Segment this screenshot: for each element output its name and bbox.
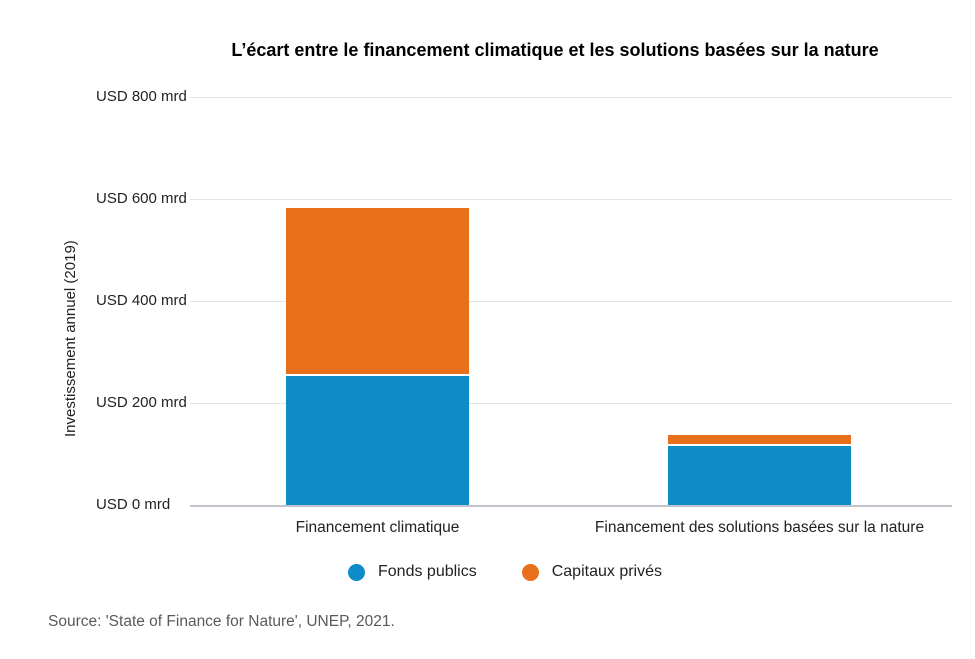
gridline [190,97,952,98]
legend-item: Fonds publics [348,563,477,581]
legend-item: Capitaux privés [521,563,662,581]
gridline [190,199,952,200]
legend-dot-icon [521,563,539,581]
x-axis-line [190,505,952,507]
y-tick-label: USD 600 mrd [96,190,187,208]
bar-segment [668,446,851,505]
y-tick-label: USD 800 mrd [96,88,187,106]
chart-legend: Fonds publics Capitaux privés [35,558,975,586]
gridline [190,301,952,302]
legend-dot-icon [348,563,365,581]
bar-segment [286,207,469,374]
bar-financement-nature [668,435,851,505]
y-tick-label: USD 400 mrd [96,292,187,310]
plot-area: USD 0 mrd USD 200 mrd USD 400 mrd USD 600 m… [96,88,952,536]
x-category-label: Financement climatique [295,519,460,536]
source-note: Source: 'State of Finance for Nature', U… [48,613,395,630]
legend-label: Fonds publics [378,563,477,580]
y-tick-label: USD 0 mrd [96,496,171,514]
chart-title: L’écart entre le financement climatique … [231,40,879,60]
y-tick-label: USD 200 mrd [96,394,187,412]
y-axis-title: Investissement annuel (2019) [62,240,79,437]
gridline [190,403,952,404]
bar-financement-climatique [286,207,469,505]
legend-label: Capitaux privés [551,563,662,580]
bar-segment [286,376,469,505]
bar-segment [668,435,851,445]
x-category-label: Financement des solutions basées sur la … [594,519,925,536]
